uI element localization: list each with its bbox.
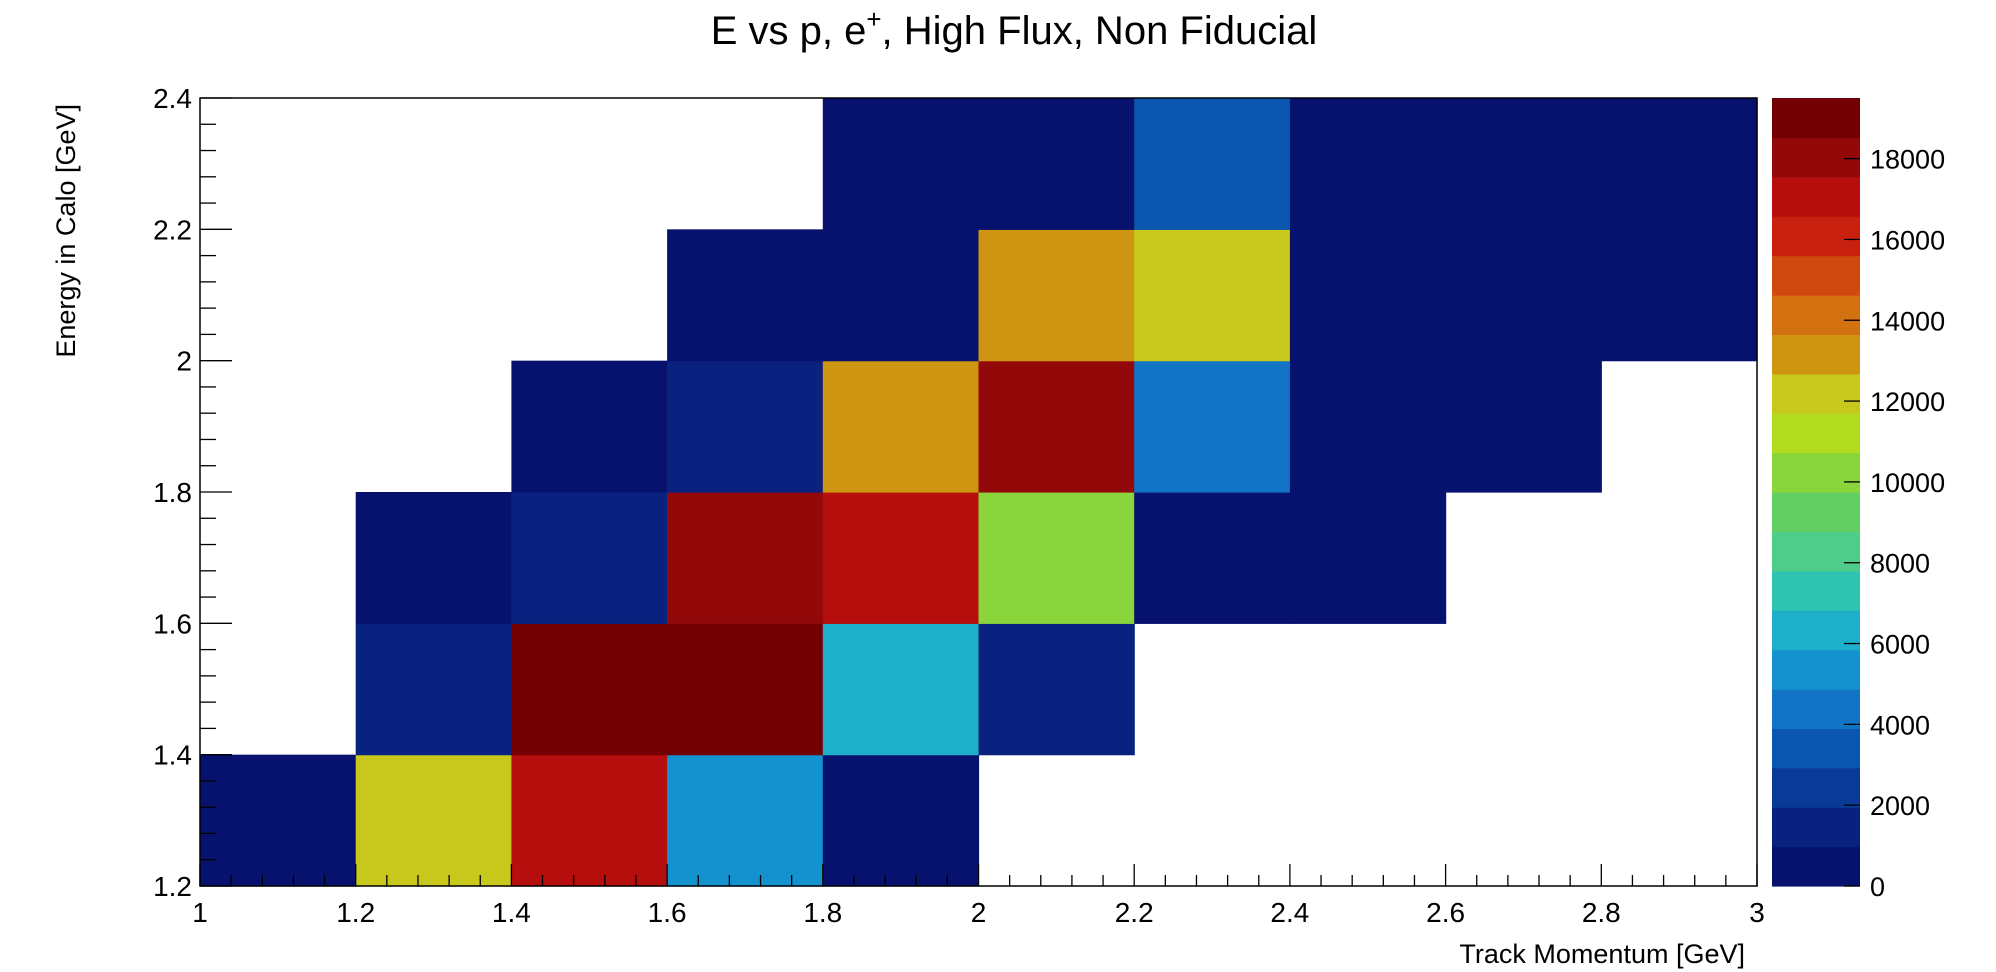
color-scale-bar: 0 2000 4000 6000 8000 10000 12000 14000 16000 180… — [1772, 98, 1945, 902]
heatmap-cell — [355, 754, 512, 887]
heatmap-cell — [1445, 98, 1602, 230]
heatmap-cell — [1601, 229, 1758, 362]
heatmap-cell — [667, 360, 824, 493]
chart-title: E vs p, e+, High Flux, Non Fiducial — [711, 4, 1318, 53]
heatmap-cell — [1289, 492, 1447, 624]
x-tick-label: 2.8 — [1582, 897, 1621, 928]
heatmap-cell — [667, 492, 824, 624]
colorbar-tick-label: 8000 — [1870, 549, 1930, 579]
colorbar-segment — [1772, 767, 1860, 808]
colorbar-segment — [1772, 846, 1860, 887]
heatmap-cell — [1445, 229, 1602, 362]
y-axis-label: Energy in Calo [GeV] — [51, 104, 81, 358]
colorbar-segment — [1772, 295, 1860, 335]
heatmap-cell — [355, 623, 512, 756]
x-tick-label: 1.6 — [648, 897, 687, 928]
heatmap-cells — [200, 98, 1758, 887]
heatmap-cell — [978, 360, 1135, 493]
colorbar-segment — [1772, 373, 1860, 414]
colorbar-segment — [1772, 689, 1860, 729]
x-tick-label: 1.2 — [336, 897, 375, 928]
x-axis-label: Track Momentum [GeV] — [1459, 939, 1745, 969]
heatmap-cell — [822, 229, 980, 362]
heatmap-cell — [355, 492, 512, 624]
heatmap-cell — [1134, 492, 1291, 624]
colorbar-tick-label: 4000 — [1870, 710, 1930, 740]
colorbar-segment — [1772, 649, 1860, 690]
colorbar-tick-label: 6000 — [1870, 630, 1930, 660]
heatmap-cell — [978, 229, 1135, 362]
colorbar-tick-label: 16000 — [1870, 225, 1945, 255]
y-tick-label: 1.2 — [153, 871, 192, 902]
y-tick-label: 1.8 — [153, 477, 192, 508]
heatmap-cell — [1134, 98, 1291, 230]
y-tick-label: 1.4 — [153, 740, 192, 771]
x-tick-label: 2.4 — [1270, 897, 1309, 928]
colorbar-segment — [1772, 452, 1860, 493]
x-tick-label: 2.6 — [1426, 897, 1465, 928]
heatmap-cell — [667, 229, 824, 362]
x-tick-label: 1.8 — [803, 897, 842, 928]
colorbar-segment — [1772, 807, 1860, 848]
heatmap-cell — [978, 623, 1135, 756]
x-tick-label: 2.2 — [1115, 897, 1154, 928]
heatmap-cell — [1289, 360, 1447, 493]
colorbar-segment — [1772, 570, 1860, 611]
heatmap-cell — [822, 623, 980, 756]
heatmap-cell — [200, 754, 357, 887]
colorbar-segment — [1772, 728, 1860, 769]
x-tick-label: 1 — [192, 897, 208, 928]
colorbar-segment — [1772, 255, 1860, 296]
colorbar-tick-label: 10000 — [1870, 468, 1945, 498]
colorbar-segment — [1772, 98, 1860, 138]
colorbar-tick-label: 12000 — [1870, 387, 1945, 417]
heatmap-cell — [978, 492, 1135, 624]
heatmap-cell — [511, 754, 668, 887]
heatmap-cell — [822, 98, 980, 230]
x-tick-label: 3 — [1749, 897, 1765, 928]
heatmap-cell — [822, 754, 980, 887]
y-tick-label: 2 — [176, 346, 192, 377]
y-tick-label: 2.4 — [153, 83, 192, 114]
heatmap-cell — [1289, 98, 1447, 230]
x-tick-label: 1.4 — [492, 897, 531, 928]
colorbar-tick-label: 0 — [1870, 872, 1885, 902]
heatmap-cell — [822, 492, 980, 624]
colorbar-tick-label: 14000 — [1870, 306, 1945, 336]
heatmap-cell — [1134, 360, 1291, 493]
colorbar-segment — [1772, 137, 1860, 178]
colorbar-segment — [1772, 531, 1860, 572]
colorbar-segment — [1772, 334, 1860, 375]
heatmap-cell — [511, 623, 668, 756]
colorbar-tick-label: 2000 — [1870, 791, 1930, 821]
heatmap-cell — [667, 754, 824, 887]
heatmap-cell — [822, 360, 980, 493]
colorbar-tick-label: 18000 — [1870, 145, 1945, 175]
heatmap-cell — [978, 98, 1135, 230]
heatmap-cell — [1289, 229, 1447, 362]
heatmap-cell — [1445, 360, 1602, 493]
colorbar-segment — [1772, 492, 1860, 532]
heatmap-cell — [667, 623, 824, 756]
heatmap-cell — [1134, 229, 1291, 362]
x-tick-label: 2 — [971, 897, 987, 928]
heatmap-cell — [511, 492, 668, 624]
colorbar-segment — [1772, 176, 1860, 217]
colorbar-segment — [1772, 610, 1860, 651]
colorbar-segment — [1772, 216, 1860, 257]
colorbar-segment — [1772, 413, 1860, 454]
heatmap-cell — [511, 360, 668, 493]
y-tick-label: 1.6 — [153, 608, 192, 639]
y-tick-label: 2.2 — [153, 214, 192, 245]
heatmap-cell — [1601, 98, 1758, 230]
axis-ticks: 1 1.2 1.4 1.6 1.8 2 2.2 2.4 2.6 2.8 31.21.41.61.82… — [153, 83, 1765, 928]
